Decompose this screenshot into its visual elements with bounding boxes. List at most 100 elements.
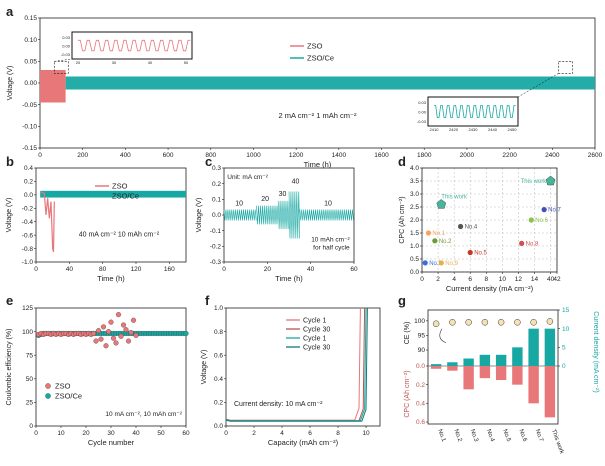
- panel-d-point-label: This work: [441, 194, 468, 200]
- y-tick-label: -0.10: [22, 124, 37, 131]
- x-tick-label: 14: [531, 276, 539, 283]
- panel-b-legend-zsoce-label: ZSO/Ce: [112, 191, 139, 200]
- panel-g-ce-tick: 90: [418, 347, 426, 354]
- panel-f-legend-label: Cycle 30: [303, 326, 330, 333]
- panel-e-point-zsoce: [183, 330, 189, 337]
- x-tick-label: 80: [99, 266, 107, 273]
- panel-c-current-label: 20: [261, 196, 269, 203]
- panel-d-point-label: No.4: [465, 225, 478, 231]
- x-tick-label: 2600: [588, 152, 603, 159]
- y-tick-label: 0.2: [212, 181, 221, 188]
- panel-label-e: e: [6, 293, 13, 308]
- y-tick-label: -0.1: [210, 228, 222, 235]
- panel-f-series: [225, 307, 361, 421]
- x-tick-label: 40: [307, 266, 315, 273]
- panel-d-point-label: No.1: [432, 231, 445, 237]
- panel-e-point-zso: [133, 332, 139, 338]
- y-tick-label: 0.05: [24, 59, 37, 66]
- x-tick-label: 6: [468, 276, 472, 283]
- panel-e-point-zso: [93, 338, 99, 344]
- panel-d-point: [541, 207, 547, 213]
- y-tick-label: -1.0: [22, 259, 34, 266]
- panel-g-category-label: No.6: [517, 429, 527, 444]
- x-tick-label: 20: [82, 430, 90, 437]
- panel-g-bar-cpc: [463, 366, 474, 390]
- panel-label-f: f: [205, 293, 210, 308]
- panel-g-current-tick: 15: [562, 307, 570, 314]
- x-tick-label: 0: [38, 152, 42, 159]
- panel-g-category-label: No.1: [436, 429, 446, 444]
- x-tick-label: 4: [452, 276, 456, 283]
- y-tick-label: 0.0: [212, 212, 221, 219]
- panel-a-inset-right-xtick: 2410: [430, 127, 440, 132]
- panel-d-point: [425, 230, 432, 236]
- panel-g-bar-cpc: [479, 366, 491, 379]
- panel-g-category-label: No.4: [485, 429, 495, 444]
- y-tick-label: 0.1: [212, 197, 221, 204]
- panel-g-ce-point: [514, 319, 521, 326]
- panel-d-point-label: No.2: [439, 239, 452, 245]
- y-tick-label: 100: [22, 329, 33, 336]
- y-tick-label: 0.10: [24, 37, 37, 44]
- panel-d-point: [457, 223, 464, 230]
- x-tick-label: 1600: [374, 152, 389, 159]
- panel-e-point-zso: [113, 340, 119, 346]
- x-tick-label: 160: [164, 266, 175, 273]
- y-tick-label: 0.2: [24, 179, 33, 186]
- x-tick-label: 10: [499, 276, 507, 283]
- panel-c-segment-20: [256, 205, 279, 225]
- panel-g-ce-point: [497, 319, 505, 326]
- panel-a-inset-right-trace: [434, 105, 516, 118]
- panel-a-series-zso: [40, 70, 66, 103]
- panel-g-bar-cpc: [512, 366, 523, 385]
- panel-e-xlabel: Cycle number: [88, 438, 135, 447]
- y-tick-label: -0.4: [22, 219, 34, 226]
- panel-e-legend-zsoce-marker: [45, 393, 51, 399]
- x-tick-label: 2400: [545, 152, 560, 159]
- panel-a-series-zsoce: [65, 76, 596, 90]
- panel-e-point-zso: [123, 327, 129, 333]
- panel-b-annotation: 40 mA cm⁻² 10 mAh cm⁻²: [79, 231, 160, 238]
- x-tick-label: 4: [280, 430, 284, 437]
- x-tick-label: 12: [515, 276, 523, 283]
- panel-f-ylabel: Voltage (V): [201, 350, 208, 385]
- y-tick-label: -0.05: [22, 102, 37, 109]
- y-tick-label: -0.15: [22, 145, 37, 152]
- panel-g-bar-current: [528, 328, 539, 366]
- panel-f-legend-label: Cycle 1: [303, 317, 326, 324]
- panel-a-inset-left-connector: [54, 58, 73, 62]
- x-tick-label: 10: [57, 430, 65, 437]
- y-tick-label: 0.4: [24, 165, 33, 172]
- panel-c-segment-40: [288, 191, 301, 239]
- panel-g-bar-current: [512, 347, 523, 366]
- panel-f-frame: [225, 307, 381, 427]
- y-tick-label: -0.8: [22, 246, 34, 253]
- panel-e-point-zso: [108, 319, 114, 325]
- y-tick-label: 75: [26, 352, 34, 359]
- panel-c-current-label: 40: [292, 179, 300, 186]
- x-tick-label: 0: [34, 266, 38, 273]
- panel-g-cpc-tick: 0.4: [416, 401, 425, 408]
- panel-a-inset-left-dashbox: [53, 61, 69, 74]
- y-tick-label: 0.5: [410, 256, 419, 263]
- panel-g-ce-arrow: [439, 328, 447, 344]
- x-tick-label: 2: [252, 430, 256, 437]
- x-tick-label: 40: [547, 276, 555, 283]
- y-tick-label: 2.5: [410, 204, 419, 211]
- x-tick-label: 30: [107, 430, 115, 437]
- x-tick-label: 2000: [460, 152, 475, 159]
- panel-c-ylabel: Voltage (V): [196, 198, 203, 233]
- panel-g-ce-point: [465, 319, 472, 326]
- panel-e-annotation: 10 mA cm⁻², 10 mAh cm⁻²: [105, 411, 182, 418]
- panel-a-inset-right-xtick: 2440: [488, 127, 498, 132]
- x-tick-label: 400: [120, 152, 131, 159]
- y-tick-label: 0.00: [24, 80, 37, 87]
- panel-b-ylabel: Voltage (V): [6, 198, 13, 233]
- x-tick-label: 2: [436, 276, 440, 283]
- panel-d-point: [467, 249, 473, 256]
- panel-a-legend-zsoce-label: ZSO/Ce: [307, 53, 334, 62]
- panel-a-inset-left-ytick: 0.00: [62, 44, 71, 49]
- panel-a-inset-right-ytick: 0.03: [418, 100, 427, 105]
- y-tick-label: -0.6: [22, 232, 34, 239]
- x-tick-label: 6: [308, 430, 312, 437]
